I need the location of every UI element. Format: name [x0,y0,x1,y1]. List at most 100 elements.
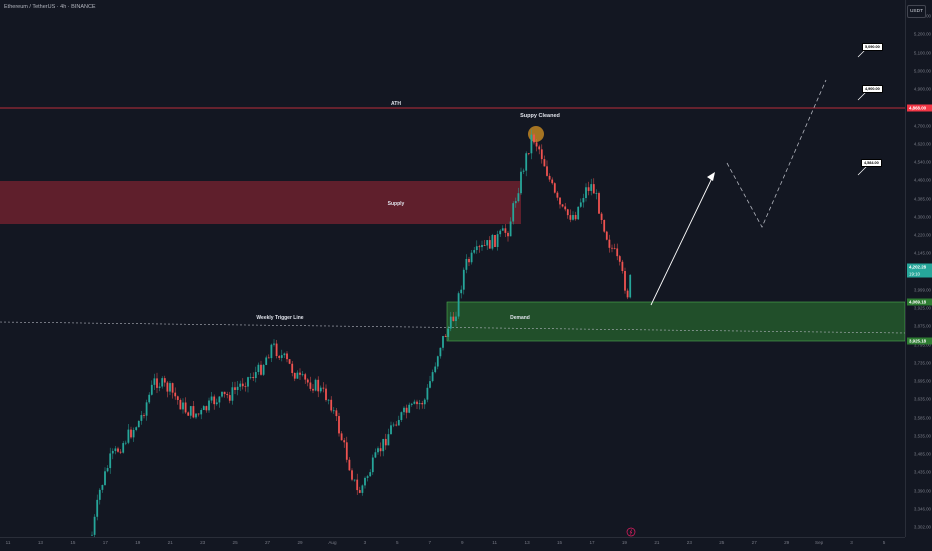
price-axis-label: 5,100.00 [913,50,931,55]
candle-body [405,407,408,413]
candle-body [273,343,275,345]
candle-body [574,215,577,220]
candle-body [496,234,499,247]
symbol-title: Ethereum / TetherUS · 4h · BINANCE [4,4,96,10]
candle-body [104,471,106,486]
chart-area[interactable]: Ethereum / TetherUS · 4h · BINANCE ATH S… [0,0,906,538]
price-axis-label: 4,900.00 [913,86,931,92]
candle-body [520,171,522,194]
candle-body [241,383,244,387]
price-axis-label: 4,385.00 [913,196,931,201]
candle-body [122,443,125,453]
candle-body [231,387,234,401]
candle-body [605,231,608,240]
price-axis-label: 4,540.00 [913,159,931,165]
candle-body [413,401,416,404]
supply-label: Supply [387,201,405,207]
candle-body [587,187,590,191]
time-axis-label: 17 [102,540,108,545]
candle-body [192,406,195,418]
candle-body [543,159,546,167]
time-axis-label: Aug [328,540,337,545]
target-callout-3[interactable]: 5,090.00 [862,43,883,51]
price-axis[interactable]: 5,250.005,200.005,100.005,000.004,900.00… [905,0,932,537]
time-axis[interactable]: 11 13 15 17 19 21 23 25 27 29 Aug 3 5 7 9 11 13 15 17 19 21 2… [0,537,905,551]
supply-cleaned-label: Suppy Cleaned [520,113,560,119]
projection-arrow-line[interactable] [650,175,714,306]
candle-body [379,448,382,452]
supply-zone[interactable] [0,181,521,224]
candle-body [345,442,348,460]
candlestick-plot[interactable] [0,0,906,538]
candle-body [462,269,465,290]
candle-body [421,403,424,405]
candle-body [236,386,239,390]
candle-body [465,258,468,270]
candle-body [340,433,343,441]
candle-body [369,472,372,477]
candle-body [153,378,156,385]
candle-body [140,415,143,421]
candle-body [111,450,114,454]
candle-body [171,383,174,393]
candle-body [283,353,286,356]
candle-body [457,293,460,317]
candle-body [592,184,595,194]
candle-body [595,193,598,194]
candle-body [431,372,434,382]
candle-body [127,429,130,443]
candle-body [400,412,403,421]
lightning-icon[interactable] [626,527,636,537]
candle-body [93,516,96,535]
candle-body [343,440,346,443]
candle-body [257,364,260,373]
candle-body [291,363,294,373]
currency-selector[interactable]: USDT [907,5,926,18]
candle-body [184,402,187,413]
candle-body [166,382,169,392]
candle-body [239,383,242,387]
projection-arrowhead [707,172,715,181]
candle-body [163,378,166,383]
candle-body [356,479,359,491]
projection-path[interactable] [726,79,827,228]
candle-body [553,183,556,193]
candle-body [377,448,379,453]
candle-body [98,489,101,500]
ath-price-tag: 4,868.00 [907,104,932,112]
candle-body [309,382,312,389]
candle-body [150,384,153,395]
candle-body [556,192,559,198]
supply-cleaned-marker[interactable] [528,126,544,142]
demand-zone[interactable] [446,301,906,342]
candle-body [319,387,322,392]
candle-body [559,197,561,205]
target-callout-1[interactable]: 4,584.00 [861,159,882,167]
price-axis-label: 3,795.00 [913,342,931,347]
candle-body [629,274,632,298]
time-axis-label: 17 [589,540,595,545]
candle-body [247,377,249,387]
target-callout-2[interactable]: 4,900.00 [862,85,883,93]
candle-body [145,402,148,416]
candle-body [621,261,624,272]
candle-body [293,372,296,379]
candle-body [286,353,288,360]
time-axis-label: 19 [621,540,627,545]
candle-body [218,396,221,403]
candle-body [96,499,99,517]
price-axis-label: 4,220.00 [913,232,931,238]
candle-body [137,420,140,428]
candle-body [546,166,548,176]
candle-body [366,476,369,478]
candle-body [228,395,231,401]
price-axis-label: 3,346.00 [913,506,931,512]
candle-body [403,407,405,413]
weekly-trigger-line[interactable] [0,321,906,334]
candle-body [478,246,481,248]
price-axis-label: 3,925.00 [913,305,931,311]
candle-body [221,391,223,397]
candle-body [548,175,551,180]
time-axis-label: 5 [882,540,886,545]
candle-body [132,429,135,438]
